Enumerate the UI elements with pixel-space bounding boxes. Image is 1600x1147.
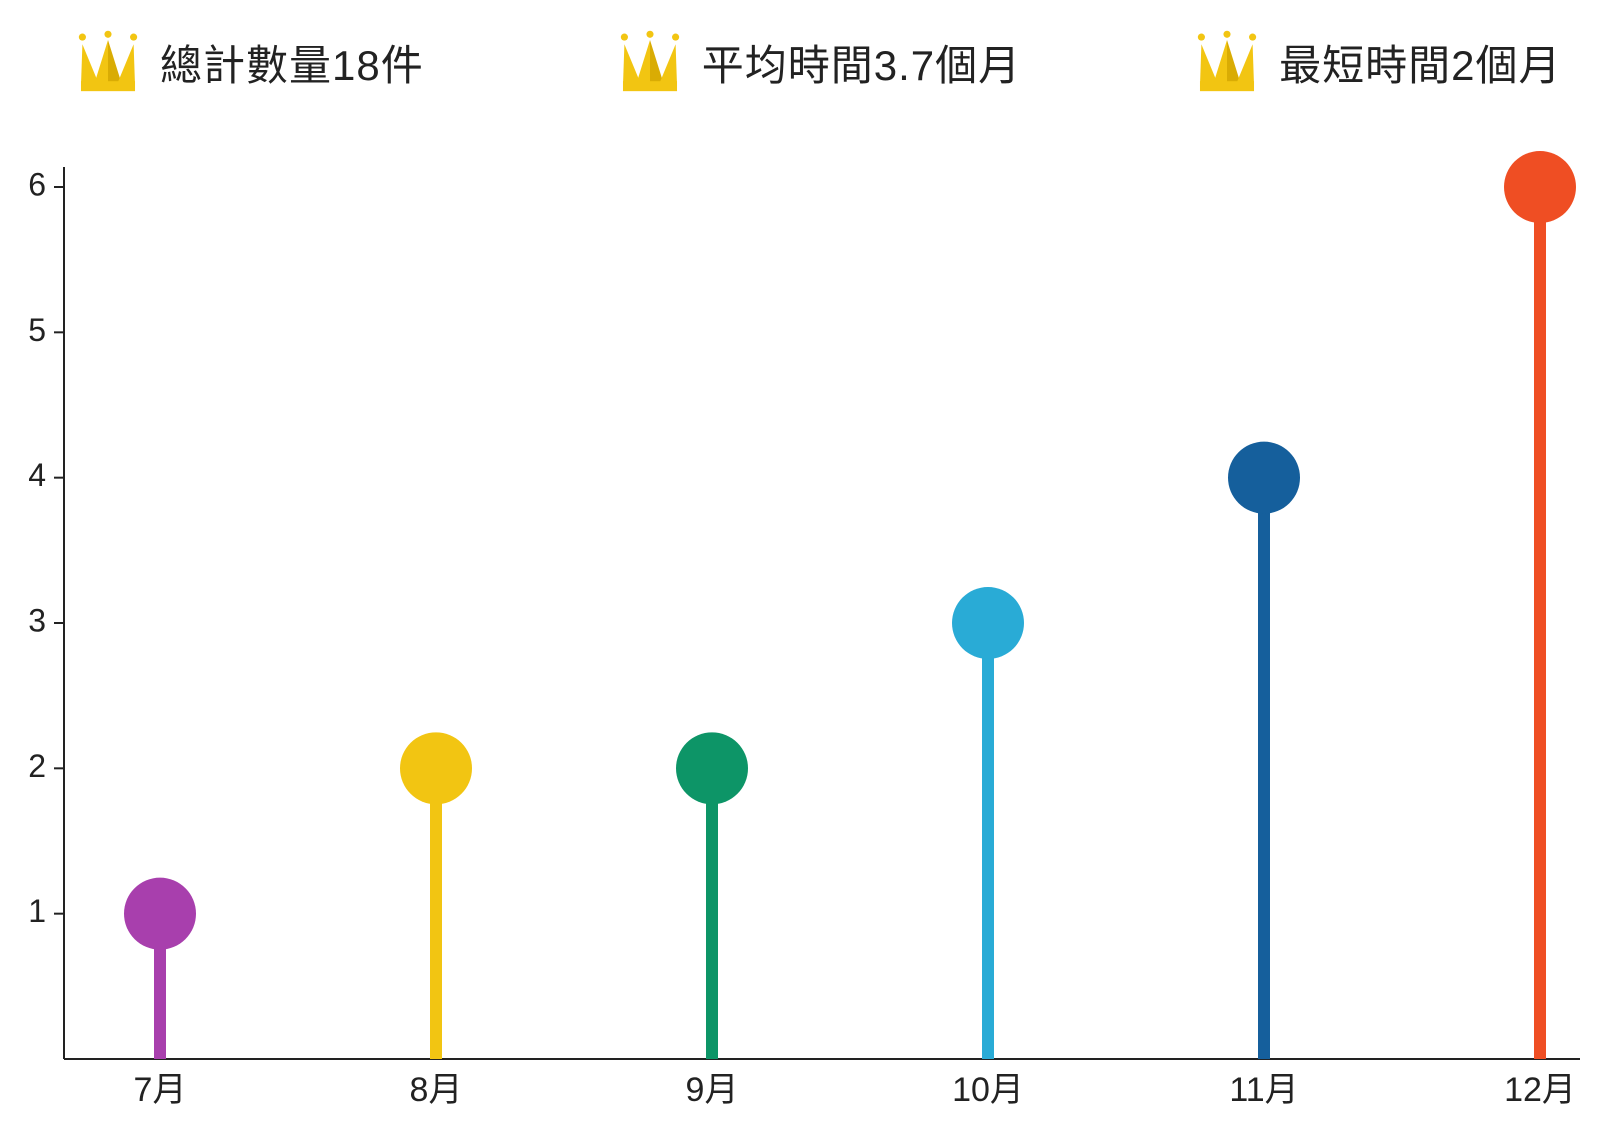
crown-icon xyxy=(72,30,144,94)
stat-text: 最短時間2個月 xyxy=(1279,32,1561,93)
stats-header: 總計數量18件 平均時間3.7個月 最短時間2個月 xyxy=(72,30,1540,94)
lollipop-head xyxy=(124,878,196,950)
ytick-label: 6 xyxy=(28,166,46,202)
stat-text: 平均時間3.7個月 xyxy=(702,32,1021,93)
xtick-label: 8月 xyxy=(410,1071,463,1109)
lollipop-head xyxy=(1504,151,1576,223)
stat-item-0: 總計數量18件 xyxy=(72,30,424,94)
lollipop-head xyxy=(400,732,472,804)
infographic-root: 總計數量18件 平均時間3.7個月 最短時間2個月 1 2 3 4 5 6 7月 8月 9月 10… xyxy=(0,0,1600,1147)
xtick-label: 12月 xyxy=(1504,1071,1576,1109)
stat-text: 總計數量18件 xyxy=(160,32,424,93)
lollipop-chart: 1 2 3 4 5 6 7月 8月 9月 10月 11月 12月 xyxy=(0,147,1600,1147)
lollipop-head xyxy=(1228,442,1300,514)
stat-item-2: 最短時間2個月 xyxy=(1191,30,1561,94)
xtick-label: 10月 xyxy=(952,1071,1024,1109)
crown-icon xyxy=(1191,30,1263,94)
ytick-label: 2 xyxy=(28,748,46,784)
ytick-label: 4 xyxy=(28,457,46,493)
lollipop-head xyxy=(952,587,1024,659)
xtick-label: 7月 xyxy=(134,1071,187,1109)
lollipop-head xyxy=(676,732,748,804)
ytick-label: 3 xyxy=(28,602,46,638)
ytick-label: 5 xyxy=(28,312,46,348)
xtick-label: 9月 xyxy=(686,1071,739,1109)
ytick-label: 1 xyxy=(28,893,46,929)
crown-icon xyxy=(614,30,686,94)
stat-item-1: 平均時間3.7個月 xyxy=(614,30,1021,94)
xtick-label: 11月 xyxy=(1229,1071,1298,1109)
